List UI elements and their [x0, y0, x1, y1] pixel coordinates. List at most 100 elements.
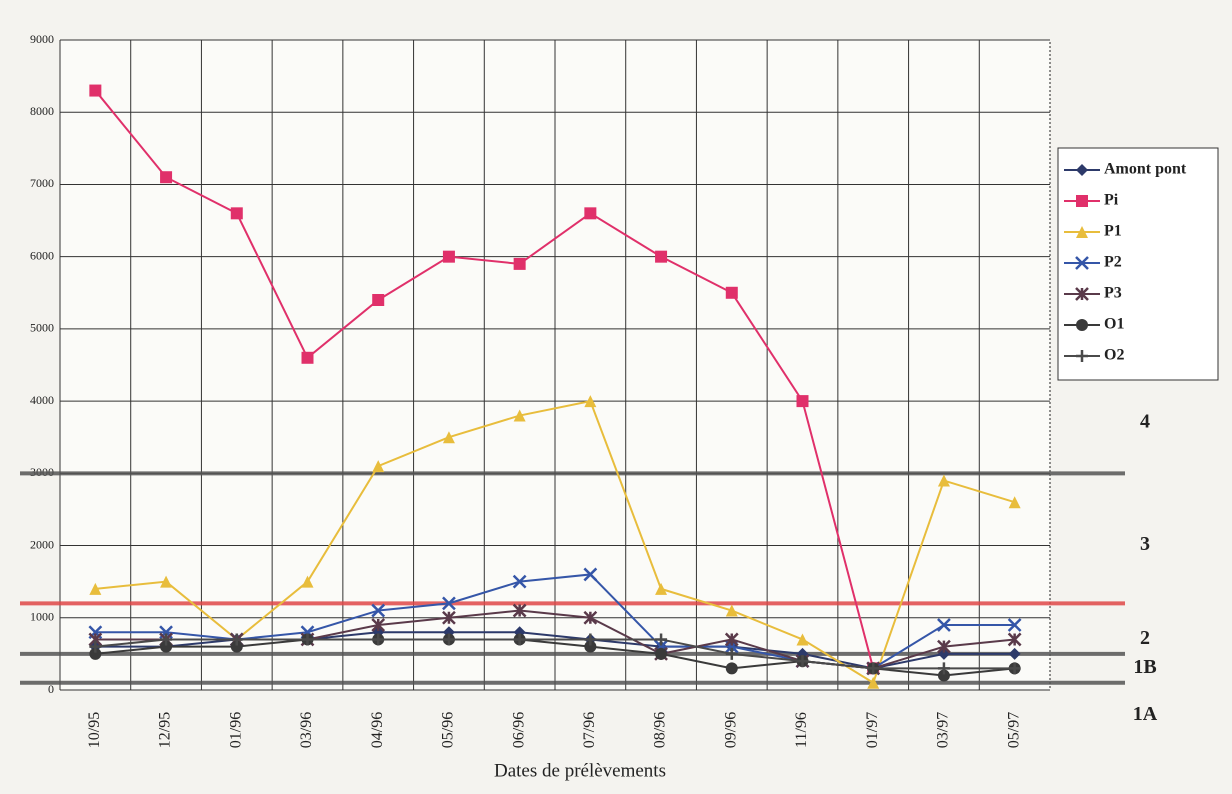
x-tick-label: 08/96	[652, 712, 669, 748]
series-line	[94, 89, 875, 669]
legend-marker	[1076, 164, 1088, 176]
data-point	[160, 633, 173, 646]
y-tick-label: 0	[48, 682, 54, 696]
legend-label: P3	[1104, 285, 1122, 302]
legend-marker	[1075, 256, 1089, 270]
data-point	[1007, 632, 1022, 647]
data-point	[1008, 647, 1021, 660]
x-tick-label: 01/96	[227, 712, 244, 748]
data-point	[937, 474, 950, 487]
data-point	[796, 395, 809, 408]
data-point	[513, 633, 526, 646]
x-axis-title: Dates de prélèvements	[494, 760, 666, 781]
data-point	[867, 662, 880, 675]
data-point	[301, 633, 314, 646]
data-point	[442, 250, 455, 263]
legend-label: O1	[1104, 316, 1124, 333]
y-tick-label: 9000	[30, 32, 54, 46]
data-point	[513, 257, 526, 270]
data-point	[1008, 662, 1021, 675]
zone-label: 4	[1140, 410, 1150, 432]
x-tick-label: 12/95	[157, 712, 174, 748]
data-point	[655, 250, 668, 263]
data-point	[89, 582, 102, 595]
data-point	[512, 574, 527, 589]
x-tick-label: 04/96	[369, 712, 386, 748]
x-tick-label: 03/97	[935, 712, 952, 748]
data-point	[725, 647, 738, 660]
data-point	[796, 655, 809, 668]
y-tick-label: 1000	[30, 610, 54, 624]
data-point	[442, 610, 456, 625]
data-point	[584, 633, 597, 646]
data-point	[1008, 496, 1021, 509]
zone-label: 1B	[1133, 656, 1156, 678]
legend-marker	[1076, 350, 1088, 362]
series-line	[95, 399, 1015, 685]
data-point	[371, 603, 386, 618]
data-point	[725, 662, 738, 675]
data-point	[584, 207, 597, 220]
data-point	[937, 618, 951, 632]
x-tick-label: 09/96	[722, 712, 739, 748]
data-point	[937, 662, 950, 675]
data-point	[442, 633, 455, 646]
data-point	[867, 676, 880, 689]
data-point	[89, 84, 102, 97]
data-point	[442, 596, 456, 611]
data-point	[301, 351, 314, 364]
data-point	[655, 647, 668, 660]
x-tick-label: 10/95	[86, 712, 103, 748]
data-point	[512, 603, 527, 618]
data-point	[372, 294, 385, 306]
data-point	[584, 640, 597, 653]
legend-label: Amont pont	[1104, 161, 1187, 178]
data-point	[160, 575, 173, 588]
y-tick-label: 2000	[30, 537, 54, 551]
x-tick-label: 11/96	[793, 712, 810, 748]
legend-marker	[1075, 287, 1089, 301]
data-point	[230, 640, 243, 653]
data-point	[724, 632, 739, 647]
data-point	[583, 610, 598, 625]
x-tick-label: 03/96	[298, 712, 315, 748]
data-point	[937, 669, 950, 682]
legend-marker	[1076, 195, 1088, 207]
data-point	[230, 633, 243, 646]
data-point	[583, 567, 598, 582]
data-point	[230, 207, 243, 220]
legend-marker	[1076, 226, 1088, 238]
data-point	[725, 286, 738, 299]
data-point	[796, 633, 809, 646]
legend-label: P2	[1104, 254, 1122, 271]
x-tick-label: 07/96	[581, 712, 598, 748]
data-point	[655, 582, 668, 595]
y-tick-label: 4000	[30, 393, 54, 407]
data-point	[301, 575, 314, 588]
data-point	[655, 633, 668, 646]
x-tick-label: 06/96	[510, 712, 527, 748]
legend-label: P1	[1104, 223, 1122, 240]
data-point	[160, 171, 173, 184]
y-tick-label: 7000	[30, 176, 54, 190]
zone-label: 2	[1140, 627, 1150, 649]
data-point	[89, 640, 102, 653]
data-point	[513, 409, 526, 422]
data-point	[584, 395, 597, 408]
series-line	[95, 638, 1015, 670]
data-point	[372, 460, 385, 473]
y-tick-label: 6000	[30, 248, 54, 262]
legend-label: O2	[1104, 347, 1124, 364]
x-tick-label: 01/97	[864, 712, 881, 748]
x-tick-label: 05/97	[1005, 712, 1022, 748]
legend-label: Pi	[1104, 192, 1119, 209]
data-point	[371, 618, 386, 632]
zone-label: 3	[1140, 533, 1150, 555]
data-point	[372, 633, 385, 646]
data-point	[160, 640, 173, 653]
legend-marker	[1076, 319, 1088, 331]
data-point	[725, 604, 738, 617]
data-point	[89, 647, 102, 660]
data-point	[1007, 618, 1022, 632]
